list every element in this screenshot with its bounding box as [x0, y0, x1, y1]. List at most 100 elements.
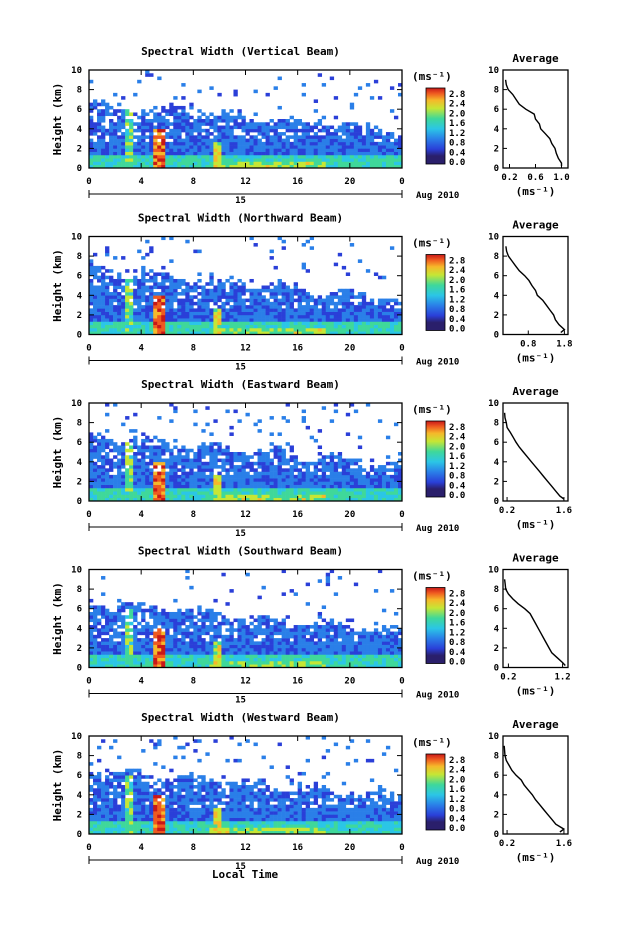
heatmap-cell	[353, 494, 359, 499]
heatmap-cell	[353, 409, 359, 414]
profile-y-tick-label: 0	[494, 664, 499, 674]
heatmap-cell	[341, 465, 347, 469]
heatmap-cell	[113, 308, 118, 312]
heatmap-cell	[333, 331, 339, 335]
heatmap-cell	[341, 305, 347, 309]
heatmap-cell	[133, 442, 138, 446]
heatmap-cell	[305, 298, 310, 303]
heatmap-cell	[257, 318, 262, 322]
heatmap-cell	[345, 161, 351, 166]
heatmap-cell	[233, 318, 238, 322]
heatmap-cell	[209, 461, 214, 466]
heatmap-cell	[325, 572, 331, 577]
heatmap-cell	[297, 135, 302, 139]
colorbar-under	[426, 489, 445, 497]
heatmap-cell	[101, 455, 106, 459]
x-tick-label: 12	[240, 510, 251, 520]
heatmap-cell	[193, 654, 198, 658]
heatmap-cell	[397, 135, 403, 139]
heatmap-cell	[145, 455, 150, 459]
heatmap-cell	[165, 112, 170, 117]
heatmap-cell	[257, 305, 262, 309]
heatmap-cell	[213, 138, 218, 143]
heatmap-cell	[93, 494, 98, 499]
heatmap-cell	[121, 256, 126, 260]
heatmap-cell	[341, 145, 347, 149]
heatmap-cell	[225, 115, 230, 120]
heatmap-cell	[321, 474, 327, 479]
heatmap-cell	[157, 158, 162, 162]
heatmap-cell	[161, 265, 166, 270]
heatmap-cell	[249, 164, 254, 169]
heatmap-cell	[105, 654, 110, 658]
heatmap-cell	[197, 278, 202, 283]
heatmap-cell	[289, 647, 294, 652]
heatmap-cell	[129, 491, 134, 495]
heatmap-cell	[201, 465, 206, 469]
heatmap-cell	[217, 308, 222, 312]
heatmap-cell	[321, 497, 327, 502]
heatmap-cell	[277, 122, 282, 126]
heatmap-cell	[105, 305, 110, 309]
heatmap-cell	[189, 487, 194, 492]
heatmap-cell	[173, 611, 178, 616]
heatmap-cell	[101, 471, 106, 476]
heatmap-cell	[253, 243, 258, 247]
heatmap-cell	[309, 154, 315, 159]
heatmap-cell	[149, 138, 154, 143]
heatmap-cell	[297, 654, 302, 658]
heatmap-cell	[125, 491, 130, 495]
heatmap-cell	[93, 484, 98, 489]
heatmap-cell	[237, 465, 242, 469]
heatmap-cell	[121, 481, 126, 485]
heatmap-cell	[257, 161, 262, 166]
heatmap-cell	[249, 321, 254, 325]
heatmap-cell	[313, 628, 319, 632]
heatmap-cell	[305, 478, 310, 482]
heatmap-cell	[145, 634, 150, 639]
heatmap-cell	[109, 497, 114, 502]
heatmap-cell	[277, 445, 282, 450]
heatmap-cell	[273, 465, 278, 469]
heatmap-cell	[101, 576, 106, 580]
heatmap-cell	[345, 497, 351, 502]
heatmap-cell	[281, 138, 286, 143]
heatmap-cell	[205, 618, 210, 623]
heatmap-cell	[129, 641, 134, 645]
heatmap-cell	[101, 99, 106, 103]
heatmap-cell	[117, 458, 122, 463]
colorbar-tick-label: 0.4	[449, 481, 466, 491]
heatmap-cell	[217, 161, 222, 166]
heatmap-cell	[393, 660, 399, 665]
heatmap-cell	[385, 298, 391, 303]
heatmap-cell	[165, 442, 170, 446]
heatmap-cell	[197, 115, 202, 120]
heatmap-cell	[213, 145, 218, 149]
heatmap-cell	[317, 164, 323, 169]
heatmap-cell	[333, 625, 339, 629]
heatmap-cell	[313, 481, 319, 485]
heatmap-cell	[177, 484, 182, 489]
heatmap-cell	[261, 651, 266, 655]
heatmap-cell	[293, 132, 298, 136]
heatmap-cell	[221, 132, 226, 136]
heatmap-cell	[245, 138, 250, 143]
heatmap-cell	[245, 128, 250, 133]
heatmap-cell	[109, 468, 114, 472]
heatmap-cell	[129, 324, 134, 329]
heatmap-cell	[325, 301, 331, 306]
heatmap-cell	[273, 122, 278, 126]
heatmap-cell	[333, 487, 339, 492]
heatmap-cell	[393, 481, 399, 485]
heatmap-cell	[93, 491, 98, 495]
heatmap-cell	[93, 445, 98, 450]
heatmap-cell	[269, 141, 274, 146]
heatmap-cell	[277, 105, 282, 110]
heatmap-cell	[165, 164, 170, 169]
heatmap-cell	[89, 458, 94, 463]
heatmap-cell	[93, 295, 98, 299]
y-tick-label: 8	[77, 419, 82, 429]
heatmap-cell	[357, 158, 363, 162]
profile-x-tick-label: 1.6	[556, 506, 572, 516]
heatmap-cell	[333, 641, 339, 645]
